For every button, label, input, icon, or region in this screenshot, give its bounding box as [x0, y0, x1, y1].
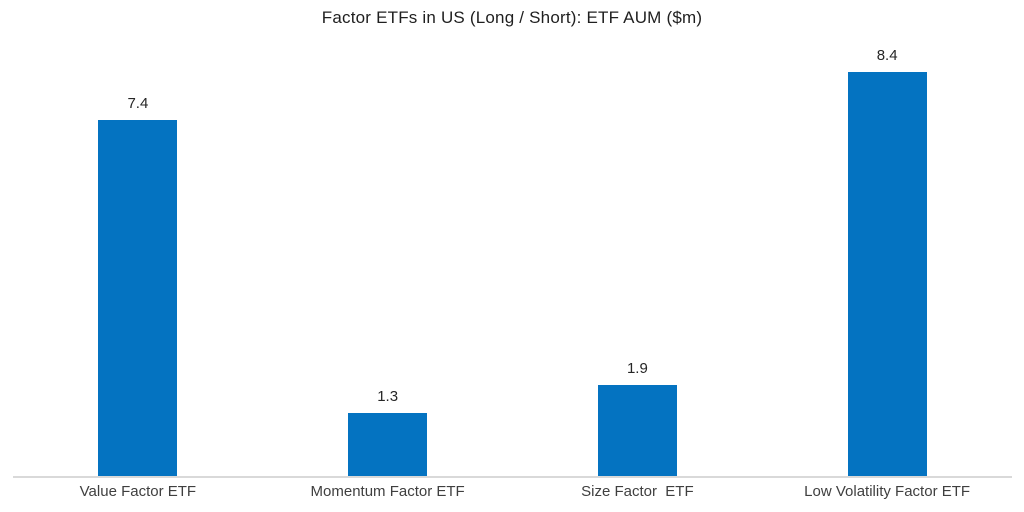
plot-area: 7.4 1.3 1.9 8.4: [13, 43, 1012, 478]
bar: [98, 120, 178, 476]
bar-group-value-factor: 7.4: [13, 43, 263, 476]
x-axis-label-low-volatility-factor: Low Volatility Factor ETF: [804, 483, 971, 500]
bar-value-label: 8.4: [876, 47, 898, 64]
x-axis-label-value-factor: Value Factor ETF: [79, 483, 197, 500]
bar-value-label: 1.3: [377, 388, 399, 405]
bar-value-label: 1.9: [626, 360, 648, 377]
bar-group-momentum-factor: 1.3: [263, 43, 513, 476]
bar-group-size-factor: 1.9: [513, 43, 763, 476]
bar-value-label: 7.4: [127, 95, 149, 112]
bar-group-low-volatility-factor: 8.4: [762, 43, 1012, 476]
bar: [348, 413, 428, 476]
chart-title: Factor ETFs in US (Long / Short): ETF AU…: [321, 8, 703, 27]
x-axis: Value Factor ETF Momentum Factor ETF Siz…: [13, 483, 1012, 501]
bar: [597, 385, 677, 476]
bar: [847, 72, 927, 476]
x-axis-label-size-factor: Size Factor ETF: [581, 483, 694, 500]
x-axis-label-momentum-factor: Momentum Factor ETF: [310, 483, 465, 500]
